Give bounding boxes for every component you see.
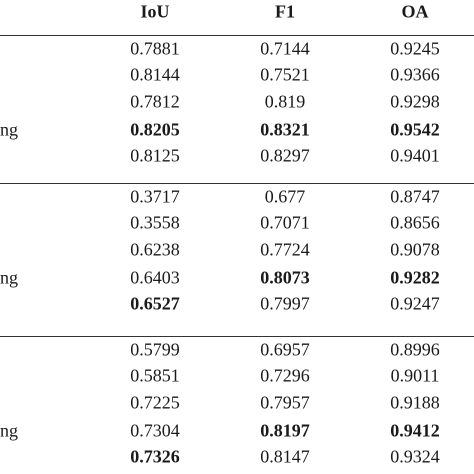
cell: 0.9078: [390, 239, 440, 260]
cell: 0.7144: [260, 38, 310, 59]
cell: 0.8197: [260, 420, 310, 441]
cell: 0.7957: [260, 392, 310, 413]
row-label: ng: [0, 119, 18, 140]
cell: 0.8144: [130, 64, 180, 85]
cell: 0.9188: [390, 392, 440, 413]
cell: 0.8125: [130, 145, 180, 166]
cell: 0.6527: [130, 293, 180, 314]
cell: 0.9011: [390, 365, 440, 386]
cell: 0.9282: [390, 267, 440, 288]
cell: 0.8656: [390, 212, 440, 233]
row-label: ng: [0, 267, 18, 288]
cell: 0.7304: [130, 420, 180, 441]
cell: 0.7326: [130, 446, 180, 467]
cell: 0.3717: [130, 186, 180, 207]
cell: 0.8147: [260, 446, 310, 467]
cell: 0.8297: [260, 145, 310, 166]
cell: 0.7225: [130, 392, 180, 413]
cell: 0.9542: [390, 119, 440, 140]
cell: 0.3558: [130, 212, 180, 233]
cell: 0.6957: [260, 339, 310, 360]
column-header: OA: [401, 1, 429, 22]
rule: [0, 336, 474, 337]
cell: 0.8205: [130, 119, 180, 140]
cell: 0.7521: [260, 64, 310, 85]
cell: 0.9247: [390, 293, 440, 314]
cell: 0.7881: [130, 38, 180, 59]
column-header: F1: [275, 1, 295, 22]
cell: 0.9401: [390, 145, 440, 166]
rule: [0, 35, 474, 36]
cell: 0.819: [264, 91, 306, 112]
cell: 0.7296: [260, 365, 310, 386]
rule: [0, 183, 474, 184]
cell: 0.9245: [390, 38, 440, 59]
cell: 0.9298: [390, 91, 440, 112]
cell: 0.5799: [130, 339, 180, 360]
cell: 0.8073: [260, 267, 310, 288]
cell: 0.7812: [130, 91, 180, 112]
cell: 0.8747: [390, 186, 440, 207]
cell: 0.8321: [260, 119, 310, 140]
cell: 0.7724: [260, 239, 310, 260]
cell: 0.8996: [390, 339, 440, 360]
column-header: IoU: [140, 1, 170, 22]
cell: 0.6403: [130, 267, 180, 288]
cell: 0.677: [264, 186, 306, 207]
row-label: ng: [0, 420, 18, 441]
cell: 0.7071: [260, 212, 310, 233]
cell: 0.5851: [130, 365, 180, 386]
cell: 0.6238: [130, 239, 180, 260]
cell: 0.9366: [390, 64, 440, 85]
cell: 0.9324: [390, 446, 440, 467]
cell: 0.9412: [390, 420, 440, 441]
cell: 0.7997: [260, 293, 310, 314]
